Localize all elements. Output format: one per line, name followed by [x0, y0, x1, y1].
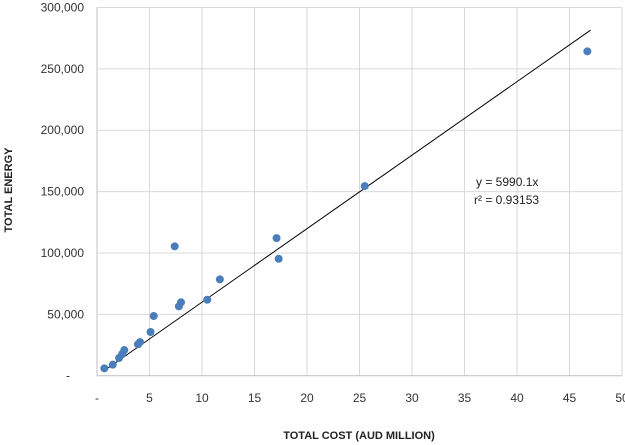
x-tick-label: 25: [353, 391, 367, 405]
data-point: [149, 312, 158, 321]
x-tick-label: 5: [146, 391, 153, 405]
x-tick-label: 20: [300, 391, 314, 405]
x-tick-label: 35: [458, 391, 472, 405]
data-point: [108, 360, 117, 369]
data-point: [274, 254, 283, 263]
x-tick-label: 15: [248, 391, 262, 405]
data-point: [136, 338, 145, 347]
data-point: [100, 364, 109, 373]
y-tick-label: 100,000: [41, 246, 85, 260]
y-tick-label: 50,000: [47, 307, 84, 321]
y-axis-ticks: - 50,000 100,000 150,000 200,000 250,000 300,0…: [41, 1, 85, 383]
x-tick-label: 45: [563, 391, 577, 405]
x-tick-label: 30: [405, 391, 419, 405]
y-tick-label: 300,000: [41, 1, 85, 15]
y-tick-label: -: [66, 369, 70, 383]
y-tick-label: 250,000: [41, 62, 85, 76]
data-point: [146, 328, 155, 337]
data-point: [203, 295, 212, 304]
gridlines: [96, 7, 623, 377]
x-axis-ticks: - 5 10 15 20 25 30 35 40 45 50: [95, 391, 625, 405]
y-tick-label: 150,000: [41, 185, 85, 199]
data-point: [170, 242, 179, 251]
x-tick-label: -: [95, 391, 99, 405]
data-point: [215, 275, 224, 284]
data-point: [360, 182, 369, 191]
y-tick-label: 200,000: [41, 123, 85, 137]
trend-equation: y = 5990.1x: [476, 175, 538, 189]
data-point: [120, 346, 129, 355]
trendline: [104, 29, 591, 371]
r-squared: r² = 0.93153: [474, 193, 539, 207]
data-point: [583, 47, 592, 56]
x-axis-label: TOTAL COST (AUD MILLION): [283, 430, 435, 442]
x-tick-label: 50: [615, 391, 625, 405]
data-point: [177, 298, 185, 307]
x-tick-label: 40: [510, 391, 524, 405]
y-axis-label: TOTAL ENERGY: [3, 147, 15, 233]
data-points: [100, 47, 592, 373]
x-tick-label: 10: [195, 391, 209, 405]
data-point: [272, 234, 281, 243]
